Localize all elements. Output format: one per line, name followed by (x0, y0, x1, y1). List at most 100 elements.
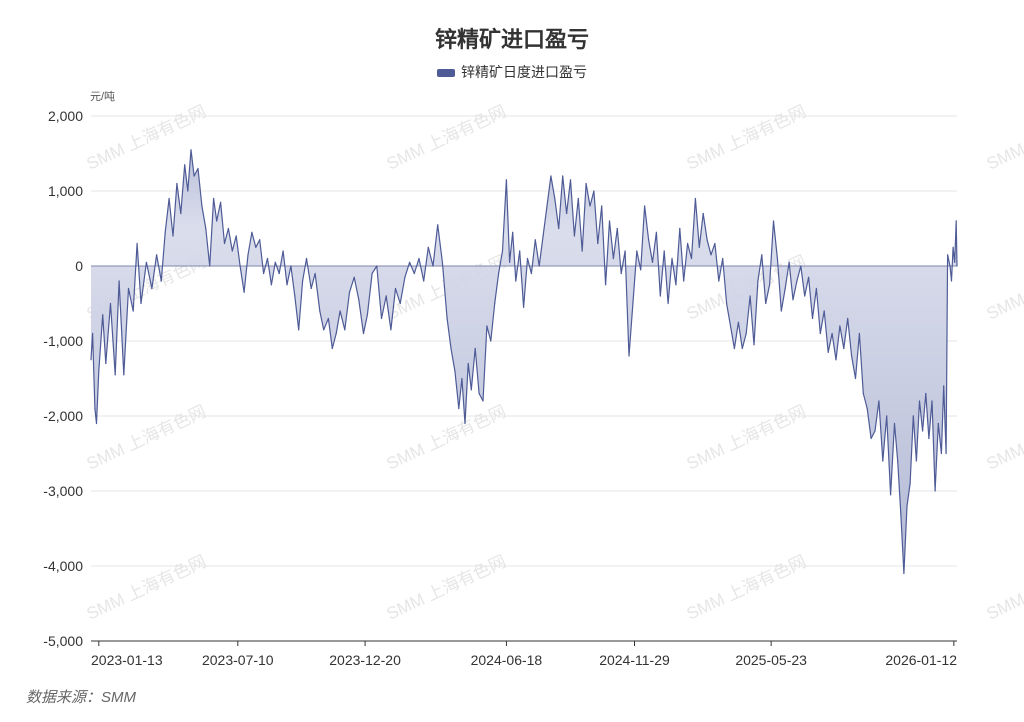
data-point (399, 302, 401, 305)
watermark-text: SMM 上海有色网 (384, 102, 509, 174)
data-point (687, 242, 689, 245)
data-point (952, 246, 954, 248)
data-point (624, 250, 626, 252)
data-point (909, 482, 911, 485)
data-point (461, 377, 463, 380)
data-point (145, 261, 147, 263)
y-axis: 2,000 1,000 0 -1,000 -2,000 -3,000 -4,000 -5,00… (43, 108, 83, 649)
data-point (197, 167, 199, 170)
data-point (176, 182, 178, 185)
data-point (227, 227, 229, 230)
data-point (231, 250, 233, 252)
watermark-text: SMM 上海有色网 (984, 252, 1024, 324)
data-point (918, 400, 921, 402)
data-point (922, 430, 924, 432)
data-point (490, 340, 492, 342)
data-point (274, 261, 276, 263)
data-point (819, 332, 821, 335)
data-point (220, 201, 222, 203)
data-point (348, 291, 351, 293)
data-point (874, 430, 876, 432)
data-point (331, 347, 333, 350)
data-point (362, 332, 365, 335)
data-point (897, 460, 899, 462)
data-point (628, 355, 630, 357)
data-point (581, 250, 583, 252)
data-point (811, 317, 814, 320)
data-point (298, 329, 300, 331)
data-point (523, 306, 525, 308)
series-line (90, 149, 958, 575)
data-point (769, 284, 771, 286)
data-point (223, 242, 226, 245)
data-point (866, 407, 868, 410)
watermark-text: SMM 上海有色网 (984, 102, 1024, 174)
data-point (616, 227, 618, 230)
data-point (251, 231, 253, 233)
x-tick-label: 2023-01-13 (91, 652, 163, 668)
data-point (765, 302, 767, 305)
data-point (839, 325, 841, 327)
data-point (566, 212, 568, 215)
data-point (784, 287, 786, 290)
data-point (243, 291, 245, 293)
data-point (667, 302, 669, 305)
data-point (344, 329, 346, 331)
data-point (505, 179, 507, 181)
data-point (286, 284, 288, 286)
data-point (706, 239, 708, 241)
data-point (114, 374, 116, 376)
data-point (947, 254, 949, 256)
data-point (679, 227, 681, 230)
data-point (259, 239, 261, 241)
grid-lines (91, 115, 957, 642)
data-point (310, 287, 312, 290)
data-point (180, 212, 182, 215)
data-point (136, 242, 138, 245)
data-point (640, 269, 642, 271)
data-point (446, 317, 448, 320)
data-point (109, 302, 112, 305)
data-point (858, 332, 861, 335)
data-point (247, 254, 249, 256)
watermark-text: SMM 上海有色网 (984, 402, 1024, 474)
x-tick-label: 2024-11-29 (599, 652, 670, 668)
data-point (470, 389, 472, 391)
data-point (512, 231, 514, 233)
data-point (943, 385, 945, 387)
data-point (776, 257, 779, 260)
data-point (413, 272, 415, 275)
data-point (741, 347, 743, 350)
series-area-fill (91, 149, 957, 574)
data-point (538, 265, 540, 267)
data-point (550, 175, 552, 177)
data-point (164, 231, 166, 233)
data-point (589, 205, 591, 207)
data-point (761, 254, 763, 256)
data-point (928, 437, 930, 440)
y-tick-label: 0 (75, 258, 83, 274)
data-point (482, 400, 484, 402)
data-point (651, 261, 654, 263)
series-layer (90, 149, 958, 575)
data-point (239, 265, 241, 267)
chart-legend[interactable]: 锌精矿日度进口盈亏 (0, 62, 1024, 82)
data-point (193, 175, 195, 177)
data-point (878, 400, 880, 402)
data-point (796, 280, 798, 282)
data-point (683, 280, 685, 282)
data-point (454, 370, 456, 372)
data-point (851, 355, 853, 357)
data-point (187, 190, 189, 192)
data-point (737, 321, 740, 323)
y-tick-label: -1,000 (43, 333, 83, 349)
watermark-text: SMM 上海有色网 (384, 402, 509, 474)
data-point (823, 310, 825, 312)
data-point (366, 314, 368, 316)
data-point (729, 325, 732, 327)
data-point (945, 452, 947, 455)
data-point (305, 257, 308, 260)
data-point (213, 197, 215, 200)
data-point (278, 272, 280, 275)
